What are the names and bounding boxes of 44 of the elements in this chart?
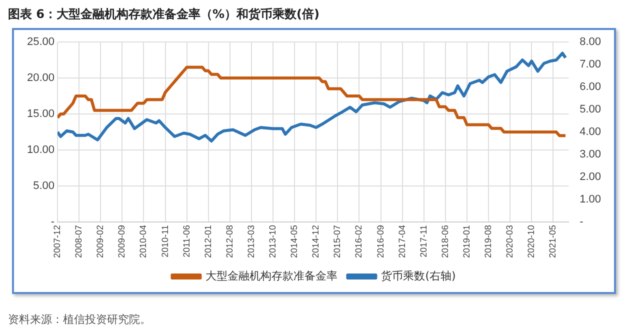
legend-label: 大型金融机构存款准备金率 (206, 269, 338, 282)
x-tick-label: 2012-01 (202, 224, 213, 258)
y2-tick-label: 4.00 (580, 126, 602, 138)
x-tick-label: 2017-11 (418, 224, 428, 258)
y-tick-label: 10.00 (26, 144, 55, 156)
y2-tick-label: 5.00 (580, 104, 602, 116)
x-tick-label: 2016-02 (354, 224, 364, 258)
y2-tick-label: 7.00 (580, 58, 602, 71)
x-tick-label: 2020-10 (526, 224, 536, 258)
y2-tick-label: - (580, 216, 584, 228)
x-tick-label: 2018-06 (440, 224, 450, 258)
y2-tick-label: 3.00 (580, 148, 602, 161)
y2-tick-label: 2.00 (580, 171, 602, 184)
x-tick-label: 2010-11 (160, 224, 170, 258)
x-tick-label: 2009-02 (95, 224, 106, 258)
x-tick-label: 2011-06 (181, 224, 192, 258)
y2-tick-label: 8.00 (580, 36, 602, 48)
y-tick-label: 5.00 (33, 180, 55, 192)
x-tick-label: 2021-05 (548, 224, 558, 258)
chart-frame: 大型金融机构存款准备金率 货币乘数(右轴) 2007-12 2008-07 2009-02 2009-09 2010-04 2010-11 2011-06 2012-01 2012-08 2013-03 2013-10 2014-05 2014-12 2015-07 2016-02 2016-09 2017-04 2017-11 2018-06 2019-01 2019-08 2020-03 2020-10 2021-05 - 5.00 10.00 15.00 20.00 25.00 - 1.00 2.00 3.00 4.00 5.00 6.00 7.00 8.00 (12, 28, 616, 294)
y2-tick-label: 6.00 (580, 81, 602, 94)
chart-title: 图表 6：大型金融机构存款准备金率（%）和货币乘数(倍) (8, 6, 320, 23)
y-tick-label: 15.00 (26, 108, 55, 120)
y-tick-label: 25.00 (26, 36, 55, 48)
x-tick-label: 2020-03 (504, 224, 515, 258)
y-tick-label: - (50, 216, 55, 228)
x-tick-label: 2013-10 (268, 224, 278, 258)
x-tick-label: 2013-03 (246, 224, 256, 258)
x-tick-label: 2009-09 (116, 224, 127, 258)
x-tick-label: 2017-04 (396, 224, 407, 258)
legend-label: 货币乘数(右轴) (381, 269, 456, 282)
x-tick-label: 2019-08 (483, 224, 494, 258)
x-tick-label: 2014-05 (289, 224, 300, 258)
x-tick-label: 2016-09 (375, 224, 386, 258)
x-tick-label: 2010-04 (138, 224, 148, 258)
x-tick-label: 2014-12 (310, 224, 321, 258)
x-tick-label: 2015-07 (332, 224, 342, 258)
x-tick-label: 2012-08 (224, 224, 234, 258)
y-tick-label: 20.00 (26, 72, 55, 84)
x-tick-label: 2008-07 (74, 224, 84, 258)
text: 资料来源：植信投资研究院。 (8, 312, 151, 327)
y2-tick-label: 1.00 (580, 194, 602, 206)
x-tick-label: 2019-01 (461, 224, 472, 258)
x-tick-label: 2007-12 (52, 224, 62, 258)
